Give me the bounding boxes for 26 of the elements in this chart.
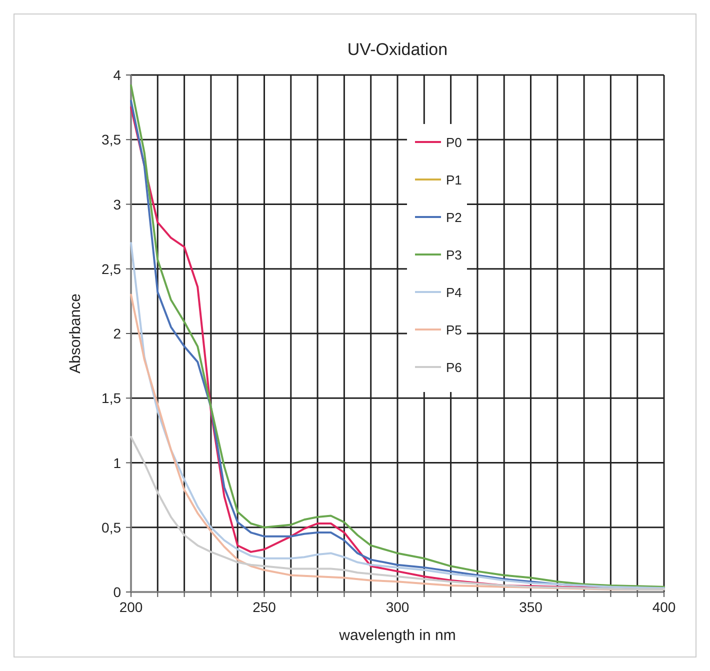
y-tick-label: 2,5 bbox=[102, 260, 122, 277]
x-tick-label: 300 bbox=[386, 599, 410, 615]
legend-label: P4 bbox=[446, 285, 462, 300]
y-tick-label: 0,5 bbox=[102, 519, 122, 536]
legend-label: P5 bbox=[446, 322, 462, 338]
line-series bbox=[130, 242, 665, 590]
legend-label: P1 bbox=[446, 172, 462, 188]
y-tick-label: 3,5 bbox=[102, 132, 122, 148]
y-tick-label: 0 bbox=[113, 584, 122, 600]
y-tick-label: 3 bbox=[113, 196, 122, 212]
x-axis-title: wavelength in nm bbox=[338, 627, 456, 644]
legend-label: P3 bbox=[446, 248, 462, 262]
x-tick-label: 200 bbox=[119, 599, 143, 615]
x-tick-label: 350 bbox=[519, 599, 543, 615]
line-series bbox=[130, 436, 665, 590]
legend-label: P0 bbox=[446, 135, 462, 150]
chart-title: UV-Oxidation bbox=[347, 40, 448, 59]
y-tick-label: 1,5 bbox=[102, 390, 122, 406]
legend-label: P6 bbox=[446, 360, 462, 375]
x-tick-label: 250 bbox=[252, 599, 276, 615]
x-tick-label: 400 bbox=[652, 599, 676, 615]
y-tick-label: 4 bbox=[113, 67, 122, 83]
y-tick-label: 2 bbox=[113, 326, 122, 342]
y-tick-label: 1 bbox=[113, 454, 122, 471]
y-axis-title: Absorbance bbox=[67, 293, 84, 374]
legend-label: P2 bbox=[446, 210, 462, 225]
